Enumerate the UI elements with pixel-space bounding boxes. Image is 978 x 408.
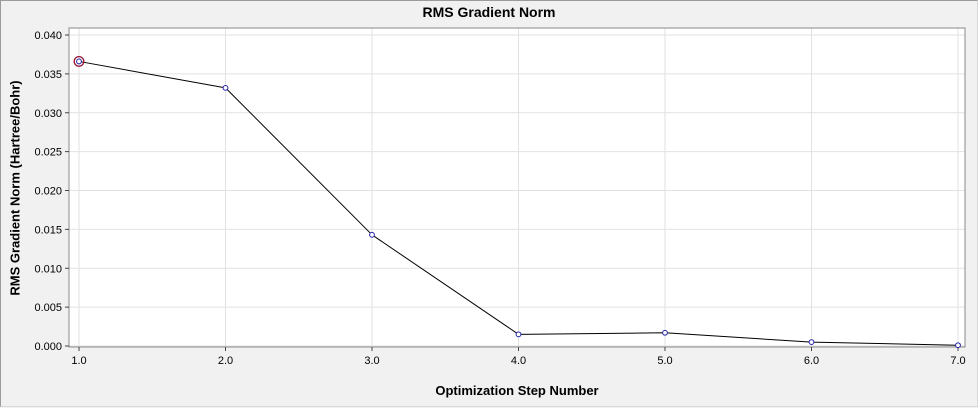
x-tick-label: 6.0 bbox=[804, 355, 819, 367]
data-point[interactable] bbox=[808, 339, 815, 346]
data-point[interactable] bbox=[222, 84, 229, 91]
selected-point-ring bbox=[73, 55, 85, 67]
plot-frame bbox=[68, 27, 966, 348]
x-tick-label: 5.0 bbox=[657, 355, 672, 367]
chart-title: RMS Gradient Norm bbox=[422, 4, 556, 20]
x-tick-label: 3.0 bbox=[364, 355, 379, 367]
data-point[interactable] bbox=[515, 331, 522, 338]
x-axis-label: Optimization Step Number bbox=[435, 383, 599, 398]
y-tick-label: 0.005 bbox=[34, 302, 62, 314]
y-tick-label: 0.025 bbox=[34, 147, 62, 159]
x-tick-label: 7.0 bbox=[950, 355, 965, 367]
data-point[interactable] bbox=[955, 342, 961, 349]
y-tick-label: 0.035 bbox=[34, 69, 62, 81]
y-tick-label: 0.000 bbox=[34, 341, 62, 353]
x-tick-label: 1.0 bbox=[71, 355, 86, 367]
data-point[interactable] bbox=[369, 231, 375, 238]
y-tick-label: 0.040 bbox=[34, 30, 62, 42]
y-tick-label: 0.020 bbox=[34, 186, 62, 198]
y-tick-label: 0.015 bbox=[34, 224, 62, 236]
x-tick-label: 4.0 bbox=[511, 355, 526, 367]
data-point[interactable] bbox=[662, 329, 668, 336]
x-tick-label: 2.0 bbox=[218, 355, 233, 367]
plot-area bbox=[69, 28, 965, 347]
y-tick-label: 0.010 bbox=[34, 263, 62, 275]
y-tick-label: 0.030 bbox=[34, 108, 62, 120]
data-point[interactable] bbox=[76, 58, 82, 65]
